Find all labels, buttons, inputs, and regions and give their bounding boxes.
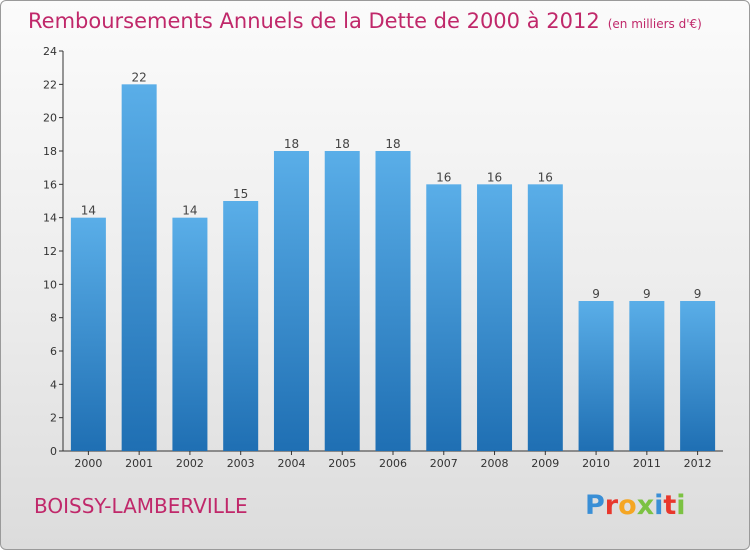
y-tick-label: 20 [43, 112, 57, 125]
data-label: 14 [81, 204, 96, 218]
x-tick-label: 2000 [74, 457, 102, 470]
data-label: 14 [182, 204, 197, 218]
proxiti-logo: Proxiti [585, 490, 686, 521]
data-label: 16 [487, 170, 502, 184]
bar [273, 151, 309, 451]
bar [223, 201, 259, 451]
logo-letter: x [636, 490, 655, 521]
y-tick-label: 2 [50, 412, 57, 425]
y-tick-label: 10 [43, 278, 57, 291]
data-label: 15 [233, 187, 248, 201]
x-tick-label: 2010 [582, 457, 610, 470]
data-label: 16 [436, 170, 451, 184]
y-tick-label: 16 [43, 178, 57, 191]
x-tick-label: 2012 [684, 457, 712, 470]
data-label: 16 [538, 170, 553, 184]
bar [527, 184, 563, 452]
bar [680, 301, 716, 451]
logo-letter: t [663, 490, 677, 521]
data-label: 9 [643, 287, 651, 301]
x-tick-label: 2007 [430, 457, 458, 470]
logo-letter: i [676, 490, 686, 521]
y-tick-label: 4 [50, 378, 57, 391]
y-tick-label: 12 [43, 245, 57, 258]
logo-letter: P [585, 490, 605, 521]
data-label: 18 [335, 137, 350, 151]
y-tick-label: 14 [43, 212, 57, 225]
y-tick-label: 18 [43, 145, 57, 158]
bar [121, 84, 157, 451]
y-tick-label: 24 [43, 45, 57, 58]
x-tick-label: 2002 [176, 457, 204, 470]
data-label: 9 [592, 287, 600, 301]
bar [578, 301, 614, 451]
bar [629, 301, 665, 451]
chart-title: Remboursements Annuels de la Dette de 20… [28, 9, 702, 33]
x-tick-label: 2005 [328, 457, 356, 470]
data-label: 9 [694, 287, 702, 301]
bar [375, 151, 411, 451]
x-tick-label: 2009 [531, 457, 559, 470]
x-tick-label: 2001 [125, 457, 153, 470]
x-tick-label: 2006 [379, 457, 407, 470]
x-tick-label: 2011 [633, 457, 661, 470]
y-tick-label: 6 [50, 345, 57, 358]
y-tick-label: 8 [50, 312, 57, 325]
logo-letter: r [604, 490, 619, 521]
commune-name: BOISSY-LAMBERVILLE [34, 494, 248, 518]
chart-unit-note: (en milliers d'€) [607, 17, 702, 31]
x-tick-label: 2003 [227, 457, 255, 470]
bar [426, 184, 462, 452]
logo-letter: o [618, 490, 637, 521]
chart-title-text: Remboursements Annuels de la Dette de 20… [28, 9, 600, 33]
x-tick-label: 2008 [481, 457, 509, 470]
bar [477, 184, 513, 452]
bar [324, 151, 360, 451]
data-label: 18 [385, 137, 400, 151]
data-label: 22 [132, 70, 147, 84]
data-label: 18 [284, 137, 299, 151]
x-tick-label: 2004 [277, 457, 305, 470]
bar [70, 217, 106, 451]
y-tick-label: 22 [43, 78, 57, 91]
y-tick-label: 0 [50, 445, 57, 458]
bar [172, 217, 208, 451]
logo-letter: i [654, 490, 664, 521]
